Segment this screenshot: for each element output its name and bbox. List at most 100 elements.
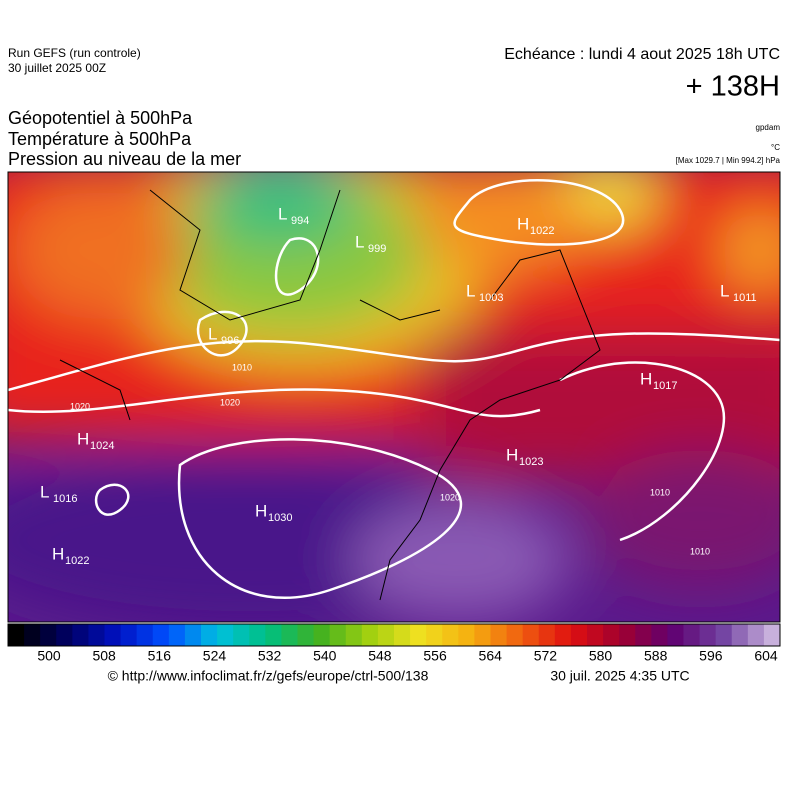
center-value: 1030 — [268, 512, 292, 524]
center-letter: H — [506, 445, 518, 464]
colorbar-tick-label: 604 — [754, 648, 778, 664]
colorbar-swatch — [136, 624, 154, 646]
colorbar-swatch — [731, 624, 749, 646]
center-letter: L — [278, 204, 287, 223]
colorbar-swatch — [313, 624, 331, 646]
isobars — [8, 179, 780, 600]
echeance: Echéance : lundi 4 aout 2025 18h UTC — [504, 46, 780, 63]
colorbar-swatch — [651, 624, 668, 646]
colorbar-swatch — [538, 624, 556, 646]
colorbar-tick-label: 516 — [148, 648, 172, 664]
center-letter: L — [355, 232, 364, 251]
colorbar-swatch — [474, 624, 491, 646]
center-value: 999 — [368, 243, 386, 255]
colorbar-tick-label: 540 — [313, 648, 337, 664]
contour-label: 1020 — [220, 397, 240, 407]
colorbar-tick-label: 572 — [534, 648, 558, 664]
center-letter: L — [720, 281, 729, 300]
colorbar-swatch — [699, 624, 717, 646]
center-value: 1017 — [653, 380, 677, 392]
colorbar-swatch — [377, 624, 395, 646]
colorbar-swatch — [120, 624, 138, 646]
colorbar-frame — [7, 623, 781, 647]
colorbar-swatch — [394, 624, 411, 646]
center-letter: L — [40, 482, 49, 501]
colorbar-swatch — [490, 624, 508, 646]
colorbar-tick-label: 548 — [368, 648, 392, 664]
colorbar-swatch — [458, 624, 475, 646]
center-value: 1022 — [530, 225, 554, 237]
colorbar-swatch — [747, 624, 765, 646]
center-value: 1023 — [519, 456, 543, 468]
colorbar-tick-label: 524 — [203, 648, 227, 664]
colorbar-tick-label: 500 — [37, 648, 61, 664]
center-letter: H — [52, 544, 64, 563]
colorbar-swatch — [72, 624, 89, 646]
colorbar-swatch — [152, 624, 170, 646]
colorbar-swatch — [233, 624, 250, 646]
colorbar-tick-label: 564 — [479, 648, 503, 664]
center-value: 1003 — [479, 292, 503, 304]
colorbar-swatch — [297, 624, 315, 646]
colorbar-swatch — [265, 624, 282, 646]
colorbar-swatch — [506, 624, 524, 646]
run-date: 30 juillet 2025 00Z — [8, 61, 106, 75]
contour-label: 1010 — [690, 546, 710, 556]
colorbar-swatch — [667, 624, 684, 646]
field — [8, 172, 780, 622]
contour-label: 1010 — [650, 487, 670, 497]
unit: [Max 1029.7 | Min 994.2] hPa — [676, 156, 781, 165]
map-frame — [7, 171, 781, 623]
colorbar-swatch — [522, 624, 540, 646]
colorbar-swatch — [88, 624, 105, 646]
colorbar-swatch — [8, 624, 25, 646]
colorbar-tick-label: 508 — [92, 648, 116, 664]
colorbar-swatch — [635, 624, 652, 646]
contour-label: 1020 — [70, 401, 90, 411]
unit: °C — [771, 143, 780, 152]
center-letter: H — [77, 429, 89, 448]
colorbar-swatch — [570, 624, 588, 646]
colorbar-swatch — [281, 624, 298, 646]
center-value: 1016 — [53, 493, 77, 505]
center-value: 1024 — [90, 440, 114, 452]
colorbar-tick-label: 532 — [258, 648, 282, 664]
colorbar-swatch — [168, 624, 186, 646]
colorbar-swatch — [329, 624, 347, 646]
title: Température à 500hPa — [8, 129, 192, 149]
colorbar-tick-label: 596 — [699, 648, 723, 664]
colorbar-swatch — [442, 624, 459, 646]
unit: gpdam — [756, 123, 781, 132]
colorbar: 500 508 516 524 532 540 548 556 564 572 580 588 596 6… — [7, 623, 781, 664]
colorbar-swatch — [426, 624, 443, 646]
contour-label: 1020 — [440, 492, 460, 502]
contour-label: 1010 — [232, 362, 252, 372]
colorbar-swatch — [201, 624, 218, 646]
colorbar-swatch — [715, 624, 733, 646]
center-letter: H — [517, 214, 529, 233]
colorbar-swatch — [361, 624, 379, 646]
center-letter: L — [466, 281, 475, 300]
colorbar-tick-label: 556 — [423, 648, 447, 664]
colorbar-swatch — [56, 624, 73, 646]
colorbar-swatch — [587, 624, 604, 646]
source: © http://www.infoclimat.fr/z/gefs/europe… — [108, 668, 429, 684]
colorbar-swatch — [619, 624, 636, 646]
coastline — [59, 189, 601, 601]
colorbar-tick-label: 588 — [644, 648, 668, 664]
colorbar-tick-label: 580 — [589, 648, 613, 664]
colorbar-swatch — [554, 624, 572, 646]
center-letter: H — [255, 501, 267, 520]
title: Pression au niveau de la mer — [8, 149, 241, 169]
colorbar-swatch — [249, 624, 266, 646]
run: Run GEFS (run controle) — [8, 46, 141, 60]
center-value: 1022 — [65, 555, 89, 567]
center-value: 1011 — [733, 292, 757, 304]
colorbar-swatch — [603, 624, 620, 646]
forecast-hour: + 138H — [686, 71, 780, 103]
colorbar-swatch — [184, 624, 202, 646]
center-letter: L — [208, 324, 217, 343]
colorbar-swatch — [345, 624, 363, 646]
